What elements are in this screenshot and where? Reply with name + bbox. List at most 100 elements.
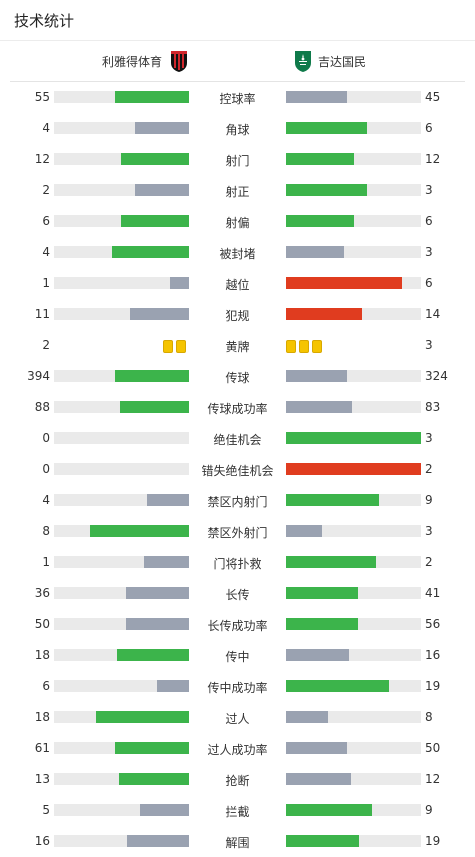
away-bar-fill <box>286 215 354 227</box>
away-bar-fill <box>286 463 421 475</box>
stat-row: 8 禁区外射门 3 <box>0 515 475 546</box>
away-value: 3 <box>425 245 433 259</box>
home-value: 2 <box>42 338 50 352</box>
away-value: 2 <box>425 555 433 569</box>
away-bar-fill <box>286 835 359 847</box>
stat-label: 长传 <box>225 588 250 602</box>
stat-row: 0 绝佳机会 3 <box>0 422 475 453</box>
away-bar-fill <box>286 184 367 196</box>
home-bar-fill <box>90 525 189 537</box>
stat-row: 6 传中成功率 19 <box>0 670 475 701</box>
away-bar-track <box>286 742 421 754</box>
away-bar-fill <box>286 153 354 165</box>
teams-row: 利雅得体育 吉达国民 <box>10 41 465 82</box>
home-bar-fill <box>130 308 189 320</box>
away-bar-track <box>286 773 421 785</box>
away-value: 3 <box>425 183 433 197</box>
stat-label: 越位 <box>225 278 250 292</box>
yellow-card-icon <box>299 340 309 353</box>
away-bar-track <box>286 246 421 258</box>
stat-label: 角球 <box>225 123 250 137</box>
home-bar-track <box>54 680 189 692</box>
home-value: 5 <box>42 803 50 817</box>
yellow-card-icon <box>286 340 296 353</box>
away-bar-track <box>286 711 421 723</box>
home-bar-track <box>54 494 189 506</box>
stat-label: 控球率 <box>219 92 256 106</box>
home-crest-icon <box>171 51 187 72</box>
home-bar-fill <box>126 587 189 599</box>
stat-row: 6 射偏 6 <box>0 205 475 236</box>
stat-label: 传中成功率 <box>207 681 268 695</box>
away-value: 3 <box>425 524 433 538</box>
away-value: 12 <box>425 152 441 166</box>
away-value: 45 <box>425 90 441 104</box>
home-value: 1 <box>42 276 50 290</box>
away-value: 12 <box>425 772 441 786</box>
away-value: 56 <box>425 617 441 631</box>
home-value: 2 <box>42 183 50 197</box>
away-bar-track <box>286 215 421 227</box>
away-team-name: 吉达国民 <box>318 55 367 69</box>
away-bar-track <box>286 525 421 537</box>
home-value: 394 <box>27 369 50 383</box>
away-bar-track <box>286 91 421 103</box>
home-value: 61 <box>34 741 50 755</box>
home-bar-fill <box>115 91 189 103</box>
stat-label: 被封堵 <box>219 247 256 261</box>
stat-label: 射正 <box>225 185 250 199</box>
stat-label: 解围 <box>225 836 250 850</box>
away-bar-fill <box>286 401 352 413</box>
home-bar-track <box>54 463 189 475</box>
away-value: 6 <box>425 276 433 290</box>
home-yellow-cards <box>163 338 189 353</box>
away-value: 324 <box>425 369 448 383</box>
home-bar-track <box>54 184 189 196</box>
home-value: 8 <box>42 524 50 538</box>
away-bar-track <box>286 587 421 599</box>
home-value: 18 <box>34 710 50 724</box>
home-bar-fill <box>147 494 189 506</box>
away-bar-fill <box>286 432 421 444</box>
home-bar-track <box>54 432 189 444</box>
away-value: 16 <box>425 648 441 662</box>
stat-row: 12 射门 12 <box>0 143 475 174</box>
stat-label: 过人成功率 <box>207 743 268 757</box>
home-bar-track <box>54 246 189 258</box>
home-bar-track <box>54 401 189 413</box>
page-title: 技术统计 <box>14 12 75 30</box>
away-bar-track <box>286 556 421 568</box>
stat-label: 射偏 <box>225 216 250 230</box>
stat-label: 射门 <box>225 154 250 168</box>
away-bar-fill <box>286 308 362 320</box>
away-bar-track <box>286 184 421 196</box>
away-bar-fill <box>286 494 379 506</box>
stat-row: 18 传中 16 <box>0 639 475 670</box>
stat-label: 错失绝佳机会 <box>201 464 274 478</box>
home-bar-fill <box>96 711 189 723</box>
away-value: 83 <box>425 400 441 414</box>
stat-row: 5 拦截 9 <box>0 794 475 825</box>
away-value: 14 <box>425 307 441 321</box>
stat-row: 4 角球 6 <box>0 112 475 143</box>
away-bar-fill <box>286 525 322 537</box>
stat-row: 61 过人成功率 50 <box>0 732 475 763</box>
home-value: 18 <box>34 648 50 662</box>
away-bar-fill <box>286 804 372 816</box>
stat-row: 2 黄牌 3 <box>0 329 475 360</box>
away-bar-track <box>286 494 421 506</box>
home-bar-fill <box>117 649 189 661</box>
home-value: 6 <box>42 214 50 228</box>
stat-label: 犯规 <box>225 309 250 323</box>
home-bar-fill <box>126 618 189 630</box>
stat-row: 13 抢断 12 <box>0 763 475 794</box>
stat-row: 2 射正 3 <box>0 174 475 205</box>
stat-label: 黄牌 <box>225 340 250 354</box>
home-bar-track <box>54 308 189 320</box>
away-bar-track <box>286 277 421 289</box>
away-value: 2 <box>425 462 433 476</box>
home-bar-track <box>54 153 189 165</box>
stat-label: 传球 <box>225 371 250 385</box>
home-bar-fill <box>170 277 189 289</box>
away-value: 9 <box>425 493 433 507</box>
